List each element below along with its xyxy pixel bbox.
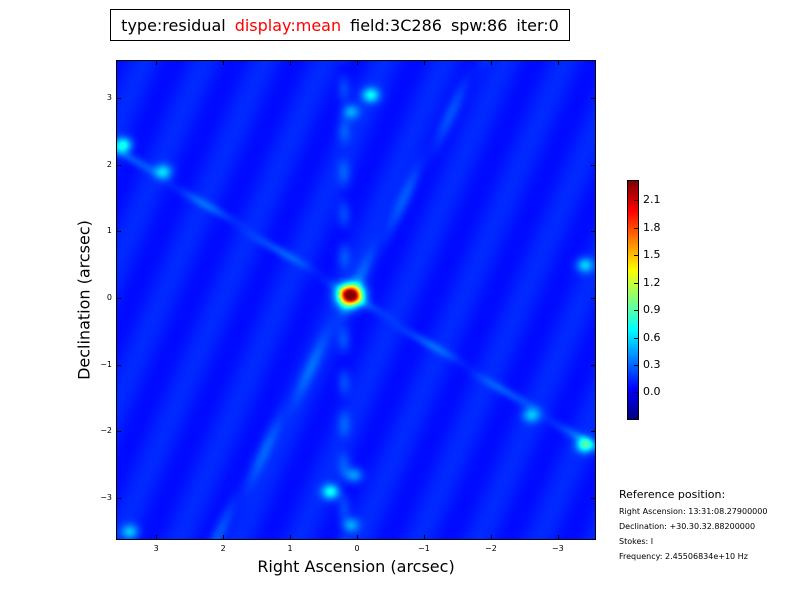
- y-tick-label: 2: [106, 159, 112, 169]
- y-tick-label: −3: [100, 493, 112, 502]
- x-tick-label: 3: [153, 544, 159, 553]
- x-tick-label: 2: [220, 544, 226, 553]
- y-tick-mark: [116, 431, 121, 433]
- y-tick-mark: [116, 498, 121, 499]
- title-type: type:residual: [121, 15, 226, 35]
- x-tick-mark: [357, 535, 358, 540]
- x-tick-mark: [490, 535, 492, 540]
- plot-title: type:residual display:mean field:3C286 s…: [110, 9, 570, 41]
- x-tick-mark: [290, 60, 292, 65]
- colorbar-tick-label: 0.9: [643, 303, 661, 317]
- y-tick-mark: [591, 164, 596, 166]
- reference-position: Reference position: Right Ascension: 13:…: [619, 486, 767, 564]
- title-iter: iter:0: [516, 15, 559, 35]
- reference-ra: Right Ascension: 13:31:08.27900000: [619, 507, 768, 516]
- plot-frame: [116, 60, 596, 540]
- colorbar-tick-label: 2.1: [643, 193, 661, 207]
- x-tick-mark: [156, 60, 158, 65]
- y-tick-mark: [116, 164, 121, 166]
- y-tick-label: 1: [106, 226, 112, 236]
- x-tick-mark: [423, 535, 425, 540]
- x-tick-label: −3: [551, 544, 564, 553]
- x-tick-mark: [223, 535, 225, 540]
- y-tick-mark: [116, 364, 121, 366]
- x-tick-mark: [557, 60, 559, 65]
- y-tick-mark: [591, 364, 596, 366]
- x-tick-mark: [290, 535, 292, 540]
- x-tick-label: −2: [484, 544, 497, 553]
- colorbar: [627, 180, 639, 420]
- x-axis-label: Right Ascension (arcsec): [257, 557, 455, 576]
- y-tick-mark: [116, 98, 121, 99]
- colorbar-tick-label: 1.2: [643, 275, 661, 289]
- colorbar-tick-mark: [634, 337, 638, 339]
- y-tick-mark: [591, 231, 596, 233]
- colorbar-tick-mark: [634, 200, 638, 202]
- colorbar-tick-label: 0.3: [643, 357, 661, 371]
- colorbar-tick-label: 0.0: [643, 385, 661, 399]
- y-axis-label: Declination (arcsec): [74, 220, 94, 380]
- colorbar-tick-mark: [634, 282, 638, 284]
- x-tick-mark: [557, 535, 559, 540]
- y-tick-label: −2: [100, 426, 112, 436]
- y-tick-mark: [591, 298, 596, 299]
- colorbar-tick-mark: [634, 392, 638, 394]
- x-tick-mark: [156, 535, 158, 540]
- colorbar-tick-label: 1.8: [643, 220, 661, 234]
- colorbar-tick-label: 0.6: [643, 330, 661, 344]
- reference-stokes: Stokes: I: [619, 537, 654, 546]
- x-tick-mark: [490, 60, 492, 65]
- colorbar-tick-mark: [634, 310, 638, 312]
- y-tick-label: 0: [106, 293, 112, 302]
- y-tick-mark: [591, 431, 596, 433]
- x-tick-mark: [223, 60, 225, 65]
- reference-dec: Declination: +30.30.32.88200000: [619, 522, 756, 531]
- reference-frequency: Frequency: 2.45506834e+10 Hz: [619, 552, 748, 561]
- x-tick-mark: [423, 60, 425, 65]
- colorbar-tick-mark: [634, 227, 638, 229]
- title-spw: spw:86: [450, 15, 508, 35]
- y-tick-mark: [116, 298, 121, 299]
- reference-heading: Reference position:: [619, 488, 726, 501]
- y-tick-label: −1: [100, 359, 112, 369]
- y-tick-mark: [591, 98, 596, 99]
- x-tick-label: 1: [287, 544, 293, 553]
- colorbar-tick-mark: [634, 255, 638, 257]
- x-tick-label: 0: [354, 544, 360, 553]
- residual-image-heatmap: [116, 60, 596, 540]
- x-tick-mark: [357, 60, 358, 65]
- colorbar-tick-label: 1.5: [643, 248, 661, 262]
- colorbar-tick-mark: [634, 364, 638, 366]
- y-tick-mark: [591, 498, 596, 499]
- y-tick-mark: [116, 231, 121, 233]
- title-field: field:3C286: [350, 15, 442, 35]
- x-tick-label: −1: [418, 544, 430, 553]
- title-display: display:mean: [234, 15, 342, 35]
- y-tick-label: 3: [106, 93, 112, 102]
